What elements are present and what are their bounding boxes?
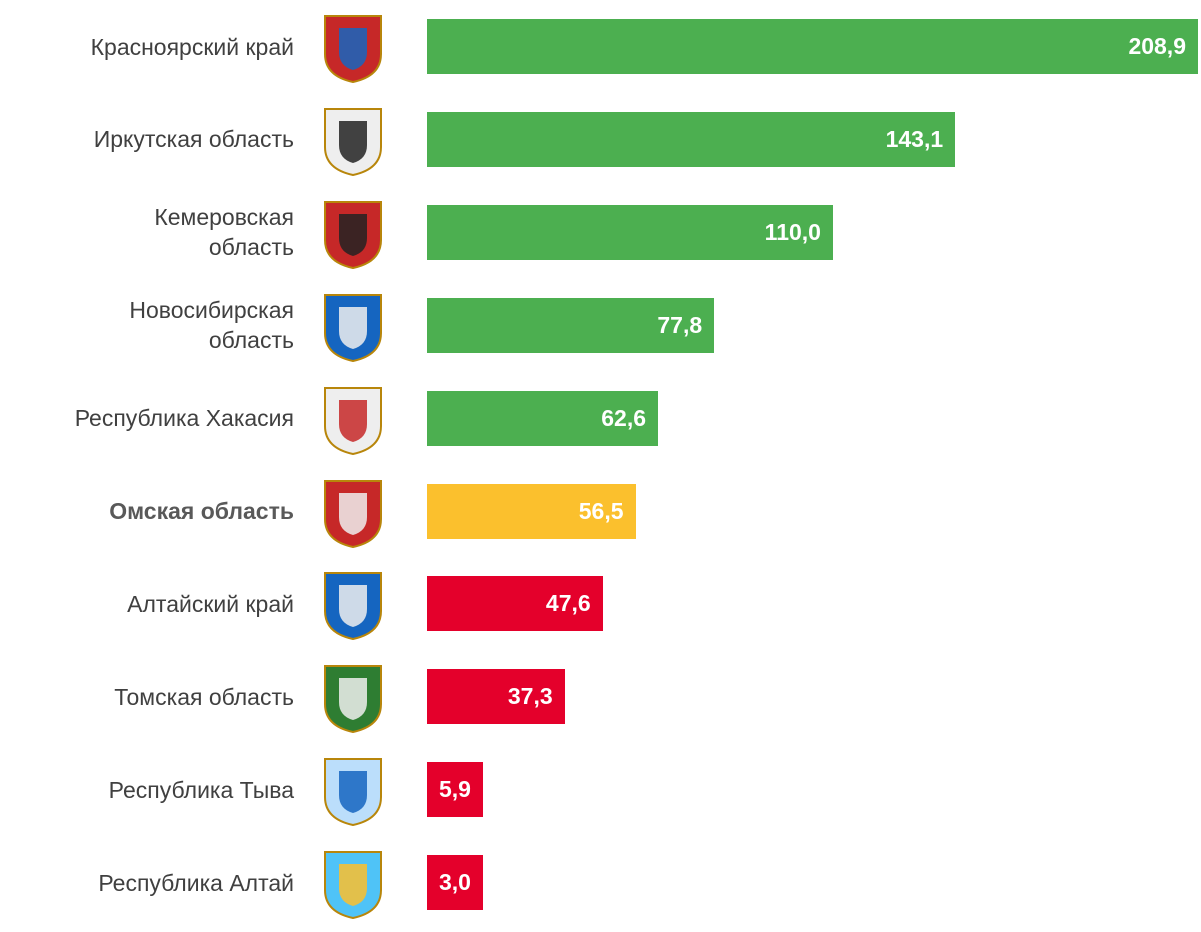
emblem xyxy=(324,15,382,84)
value-label: 208,9 xyxy=(1128,33,1186,59)
emblem xyxy=(324,572,382,641)
value-label: 5,9 xyxy=(439,776,471,803)
emblem xyxy=(324,665,382,734)
bar: 56,5 xyxy=(427,483,636,539)
value-label: 47,6 xyxy=(545,590,591,617)
emblem xyxy=(324,851,382,920)
value-label: 143,1 xyxy=(885,125,944,152)
category-label: Томская область xyxy=(114,683,294,710)
category-label: Алтайский край xyxy=(127,590,294,617)
bar: 110,0 xyxy=(427,204,833,260)
row: Республика Алтай 3,0 xyxy=(0,836,1201,929)
row: Новосибирская область 77,8 xyxy=(0,279,1201,372)
category-label: Республика Хакасия xyxy=(74,405,294,432)
row: Республика Хакасия 62,6 xyxy=(0,372,1201,465)
row: Омская область 56,5 xyxy=(0,465,1201,558)
emblem xyxy=(324,107,382,176)
category-label: Омская область xyxy=(109,498,294,524)
row: Красноярский край 208,9 xyxy=(0,0,1201,93)
emblem xyxy=(324,479,382,548)
value-label: 77,8 xyxy=(657,311,703,338)
row: Иркутская область 143,1 xyxy=(0,93,1201,186)
bar: 208,9 xyxy=(427,19,1198,74)
emblem xyxy=(324,386,382,455)
row: Кемеровская область 110,0 xyxy=(0,186,1201,279)
bar: 37,3 xyxy=(427,669,565,725)
row: Алтайский край 47,6 xyxy=(0,557,1201,650)
row: Томская область 37,3 xyxy=(0,650,1201,743)
bar: 3,0 xyxy=(427,855,483,911)
bar: 143,1 xyxy=(427,111,956,167)
value-label: 110,0 xyxy=(764,218,821,245)
category-label: Новосибирская область xyxy=(129,297,294,354)
emblem xyxy=(324,293,382,362)
emblem xyxy=(324,200,382,269)
category-label: Иркутская область xyxy=(93,126,294,153)
category-label: Республика Тыва xyxy=(108,776,294,803)
bar: 77,8 xyxy=(427,297,715,353)
bar: 5,9 xyxy=(427,762,483,818)
emblem xyxy=(324,758,382,827)
category-label: Республика Алтай xyxy=(98,869,294,896)
value-label: 62,6 xyxy=(601,404,647,431)
category-label: Красноярский край xyxy=(90,33,294,60)
value-label: 37,3 xyxy=(507,683,553,710)
value-label: 56,5 xyxy=(578,497,624,524)
value-label: 3,0 xyxy=(439,869,471,896)
row: Республика Тыва 5,9 xyxy=(0,743,1201,836)
bar: 47,6 xyxy=(427,576,603,632)
category-label: Кемеровская область xyxy=(154,204,294,261)
bar: 62,6 xyxy=(427,390,659,446)
